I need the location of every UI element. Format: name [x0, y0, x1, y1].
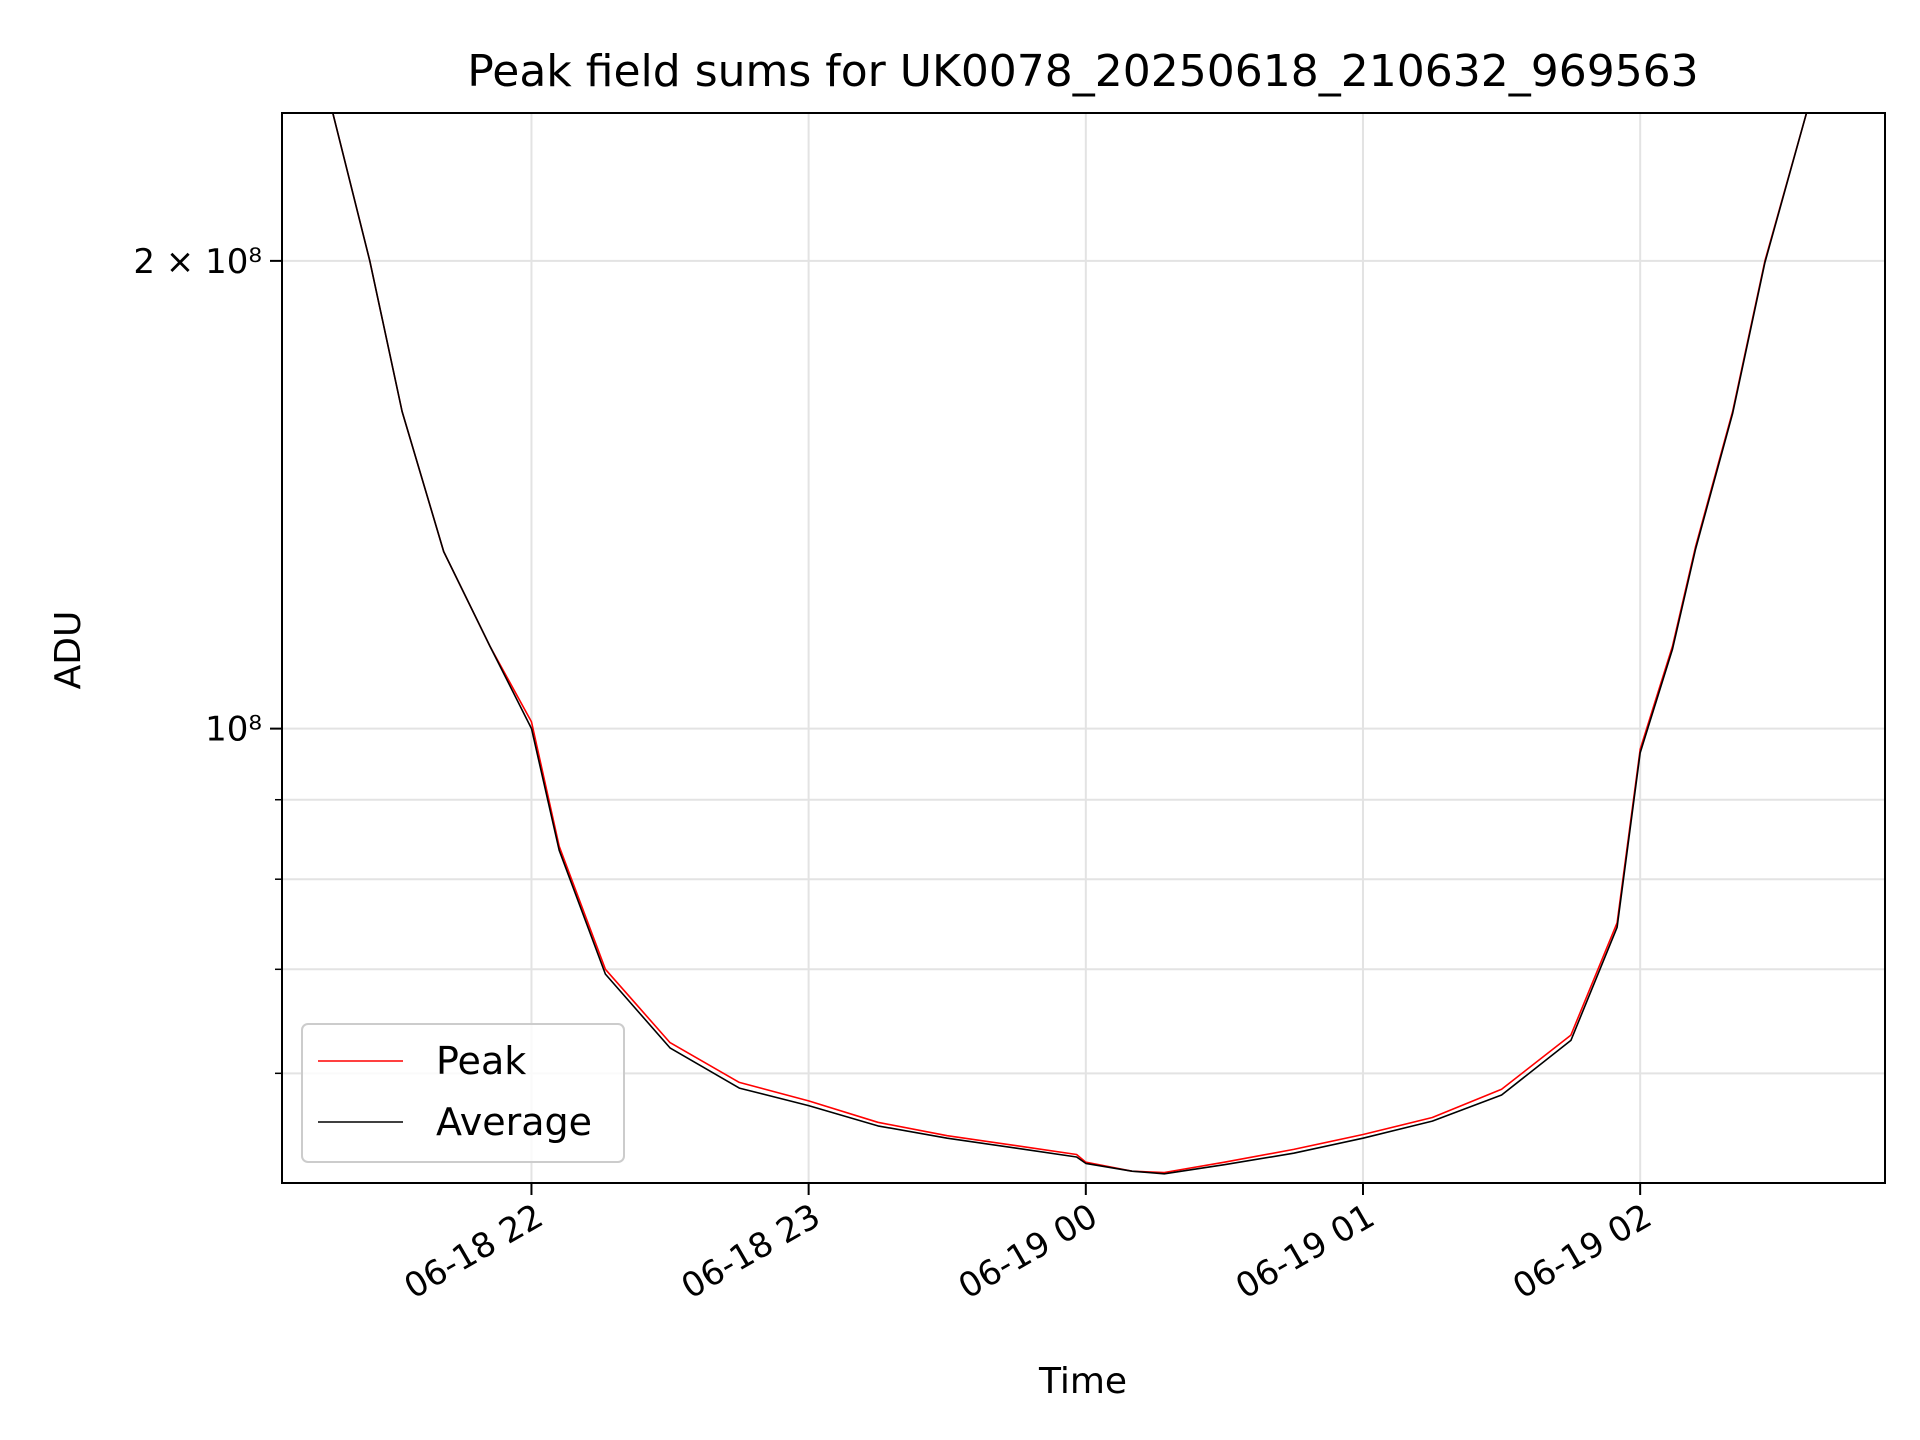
y-tick-label: 2 × 10⁸: [133, 242, 262, 282]
legend-label-average: Average: [436, 1100, 592, 1144]
y-axis-ticks: 2 × 10⁸ 10⁸: [133, 242, 282, 1075]
series-line-average: [282, 112, 1885, 1175]
chart-title: Peak field sums for UK0078_20250618_2106…: [467, 46, 1698, 97]
legend-label-peak: Peak: [436, 1039, 526, 1083]
legend: Peak Average: [301, 1023, 625, 1163]
x-axis-label: Time: [1038, 1361, 1127, 1402]
y-axis-label: ADU: [48, 611, 89, 690]
axes-frame: [281, 112, 1886, 1184]
plot-area: [282, 112, 1885, 1175]
y-tick-label: 10⁸: [205, 710, 262, 750]
legend-box: [301, 1023, 625, 1163]
series-line-peak: [282, 112, 1885, 1174]
